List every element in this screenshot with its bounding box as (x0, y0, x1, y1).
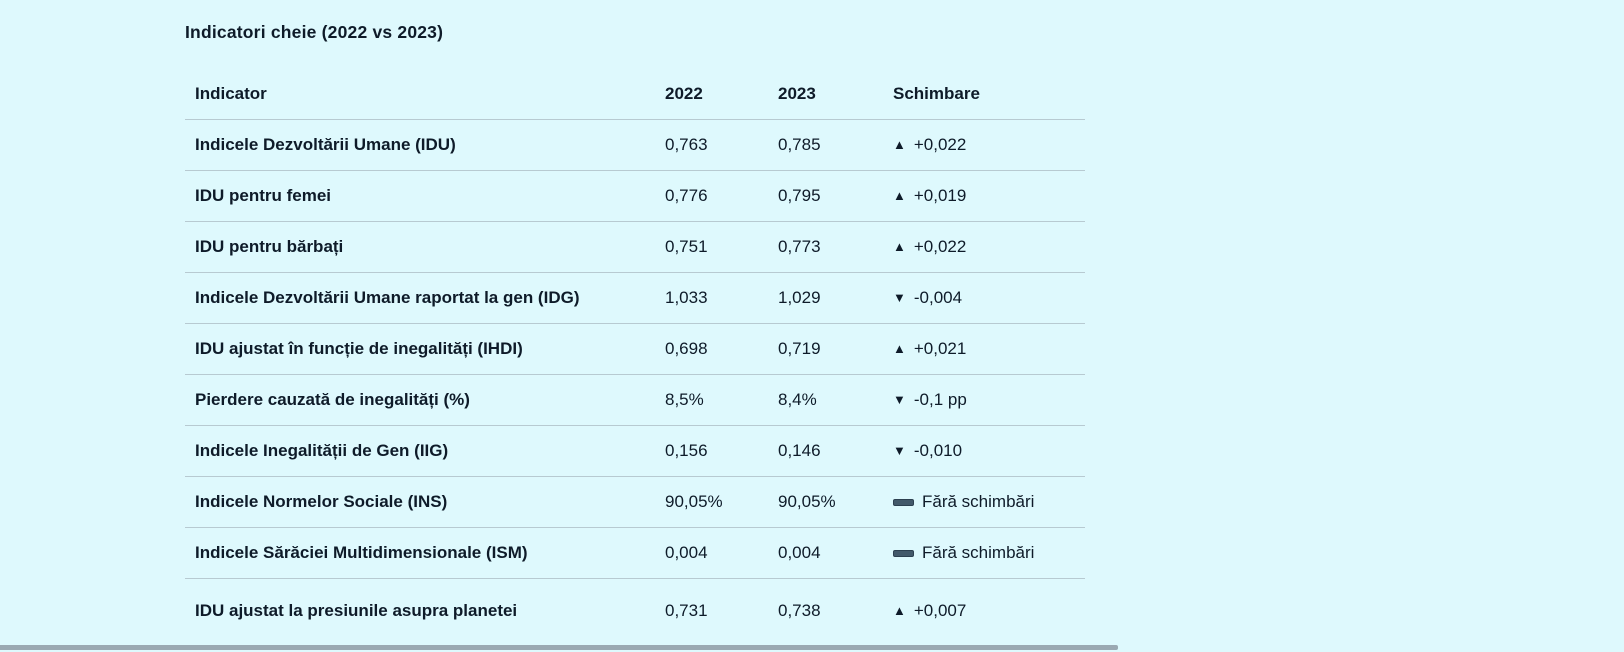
value-2023: 0,785 (778, 135, 821, 154)
column-header-2022: 2022 (665, 83, 703, 103)
change-cell: ▲ +0,019 (893, 186, 1095, 206)
value-2023: 0,773 (778, 237, 821, 256)
change-cell: ▼ -0,1 pp (893, 390, 1095, 410)
trend-down-icon: ▼ (893, 289, 906, 305)
trend-up-icon: ▲ (893, 136, 906, 152)
change-cell: ▲ +0,007 (893, 601, 1095, 621)
value-2022: 8,5% (665, 390, 704, 409)
table-row: Pierdere cauzată de inegalități (%) 8,5%… (185, 375, 1085, 426)
indicators-table: Indicator 2022 2023 Schimbare Indicele D… (185, 68, 1085, 643)
table-row: Indicele Dezvoltării Umane (IDU) 0,763 0… (185, 120, 1085, 171)
indicator-name: Indicele Dezvoltării Umane raportat la g… (195, 288, 580, 307)
change-value: +0,022 (913, 237, 967, 256)
value-2022: 0,156 (665, 441, 708, 460)
table-row: IDU pentru femei 0,776 0,795 ▲ +0,019 (185, 171, 1085, 222)
trend-down-icon: ▼ (893, 391, 906, 407)
change-value: Fără schimbări (922, 543, 1035, 562)
change-value: -0,010 (913, 441, 963, 460)
value-2022: 0,004 (665, 543, 708, 562)
value-2022: 1,033 (665, 288, 708, 307)
change-cell: ▼ -0,004 (893, 288, 1095, 308)
change-cell: ▲ +0,022 (893, 237, 1095, 257)
change-value: -0,004 (913, 288, 963, 307)
table-row: Indicele Dezvoltării Umane raportat la g… (185, 273, 1085, 324)
value-2023: 0,719 (778, 339, 821, 358)
table-row: IDU ajustat la presiunile asupra planete… (185, 579, 1085, 643)
indicator-name: Indicele Dezvoltării Umane (IDU) (195, 135, 456, 154)
trend-down-icon: ▼ (893, 442, 906, 458)
indicator-name: Pierdere cauzată de inegalități (%) (195, 390, 470, 409)
value-2023: 0,004 (778, 543, 821, 562)
key-indicators-section: Indicatori cheie (2022 vs 2023) Indicato… (185, 22, 1085, 643)
value-2022: 0,751 (665, 237, 708, 256)
value-2022: 90,05% (665, 492, 723, 511)
indicator-name: IDU pentru bărbați (195, 237, 344, 256)
trend-up-icon: ▲ (893, 187, 906, 203)
value-2023: 0,795 (778, 186, 821, 205)
no-change-icon (893, 498, 914, 506)
trend-up-icon: ▲ (893, 602, 906, 618)
change-cell: ▼ -0,010 (893, 441, 1095, 461)
table-row: IDU ajustat în funcție de inegalități (I… (185, 324, 1085, 375)
value-2023: 0,738 (778, 601, 821, 620)
column-header-2023: 2023 (778, 83, 816, 103)
trend-up-icon: ▲ (893, 340, 906, 356)
change-value: -0,1 pp (913, 390, 967, 409)
column-header-indicator: Indicator (195, 83, 267, 103)
section-bottom-divider (0, 645, 1118, 650)
change-value: +0,022 (913, 135, 967, 154)
value-2023: 0,146 (778, 441, 821, 460)
table-body: Indicele Dezvoltării Umane (IDU) 0,763 0… (185, 120, 1085, 643)
value-2022: 0,731 (665, 601, 708, 620)
table-header-row: Indicator 2022 2023 Schimbare (185, 68, 1085, 120)
value-2023: 1,029 (778, 288, 821, 307)
value-2022: 0,698 (665, 339, 708, 358)
indicator-name: IDU ajustat la presiunile asupra planete… (195, 601, 518, 620)
table-row: IDU pentru bărbați 0,751 0,773 ▲ +0,022 (185, 222, 1085, 273)
change-cell: ▲ +0,022 (893, 135, 1095, 155)
value-2022: 0,763 (665, 135, 708, 154)
column-header-schimbare: Schimbare (893, 83, 980, 103)
change-cell: Fără schimbări (893, 492, 1095, 512)
change-value: Fără schimbări (922, 492, 1035, 511)
value-2022: 0,776 (665, 186, 708, 205)
table-row: Indicele Normelor Sociale (INS) 90,05% 9… (185, 477, 1085, 528)
value-2023: 8,4% (778, 390, 817, 409)
change-value: +0,007 (913, 601, 967, 620)
indicator-name: Indicele Inegalității de Gen (IIG) (195, 441, 449, 460)
change-value: +0,021 (913, 339, 967, 358)
no-change-icon (893, 549, 914, 557)
page-title: Indicatori cheie (2022 vs 2023) (185, 22, 444, 42)
value-2023: 90,05% (778, 492, 836, 511)
indicator-name: IDU ajustat în funcție de inegalități (I… (195, 339, 523, 358)
indicator-name: Indicele Normelor Sociale (INS) (195, 492, 448, 511)
indicator-name: IDU pentru femei (195, 186, 332, 205)
change-cell: Fără schimbări (893, 543, 1095, 563)
trend-up-icon: ▲ (893, 238, 906, 254)
indicator-name: Indicele Sărăciei Multidimensionale (ISM… (195, 543, 528, 562)
change-value: +0,019 (913, 186, 967, 205)
table-row: Indicele Sărăciei Multidimensionale (ISM… (185, 528, 1085, 579)
change-cell: ▲ +0,021 (893, 339, 1095, 359)
table-row: Indicele Inegalității de Gen (IIG) 0,156… (185, 426, 1085, 477)
